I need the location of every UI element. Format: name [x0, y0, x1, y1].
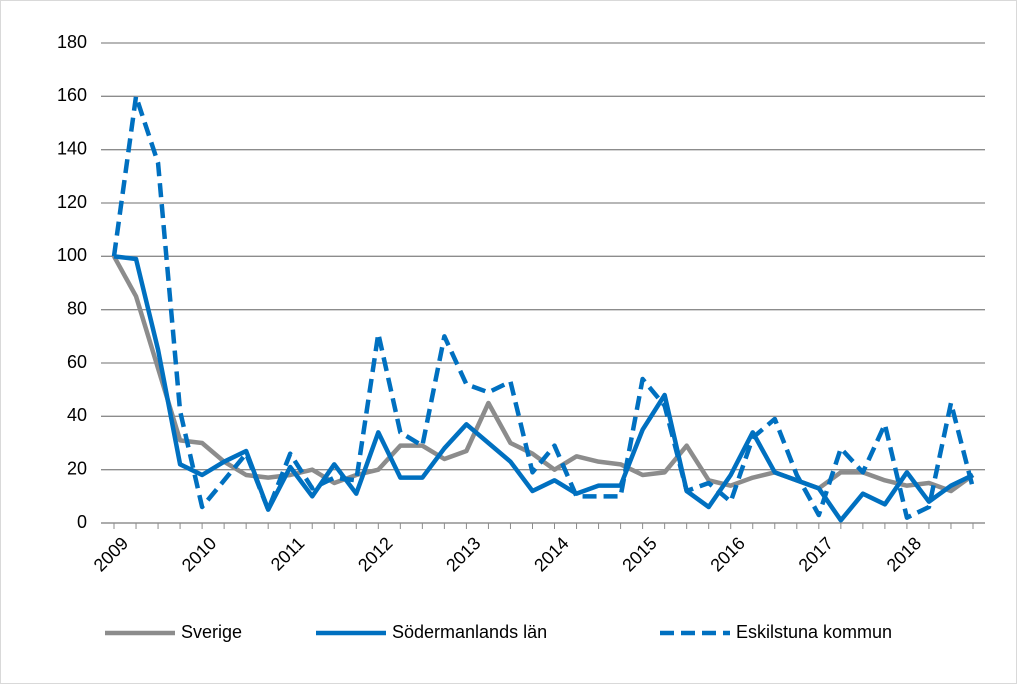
y-tick-label: 20 [67, 458, 87, 478]
y-tick-label: 80 [67, 298, 87, 318]
y-tick-label: 60 [67, 352, 87, 372]
y-tick-label: 40 [67, 405, 87, 425]
y-tick-label: 0 [77, 512, 87, 532]
legend-label: Sverige [181, 622, 242, 642]
series-line [111, 94, 976, 520]
legend-label: Eskilstuna kommun [736, 622, 892, 642]
y-tick-label: 120 [57, 192, 87, 212]
y-tick-label: 140 [57, 138, 87, 158]
y-tick-label: 160 [57, 85, 87, 105]
legend-label: Södermanlands län [392, 622, 547, 642]
y-tick-label: 180 [57, 32, 87, 52]
y-tick-label: 100 [57, 245, 87, 265]
